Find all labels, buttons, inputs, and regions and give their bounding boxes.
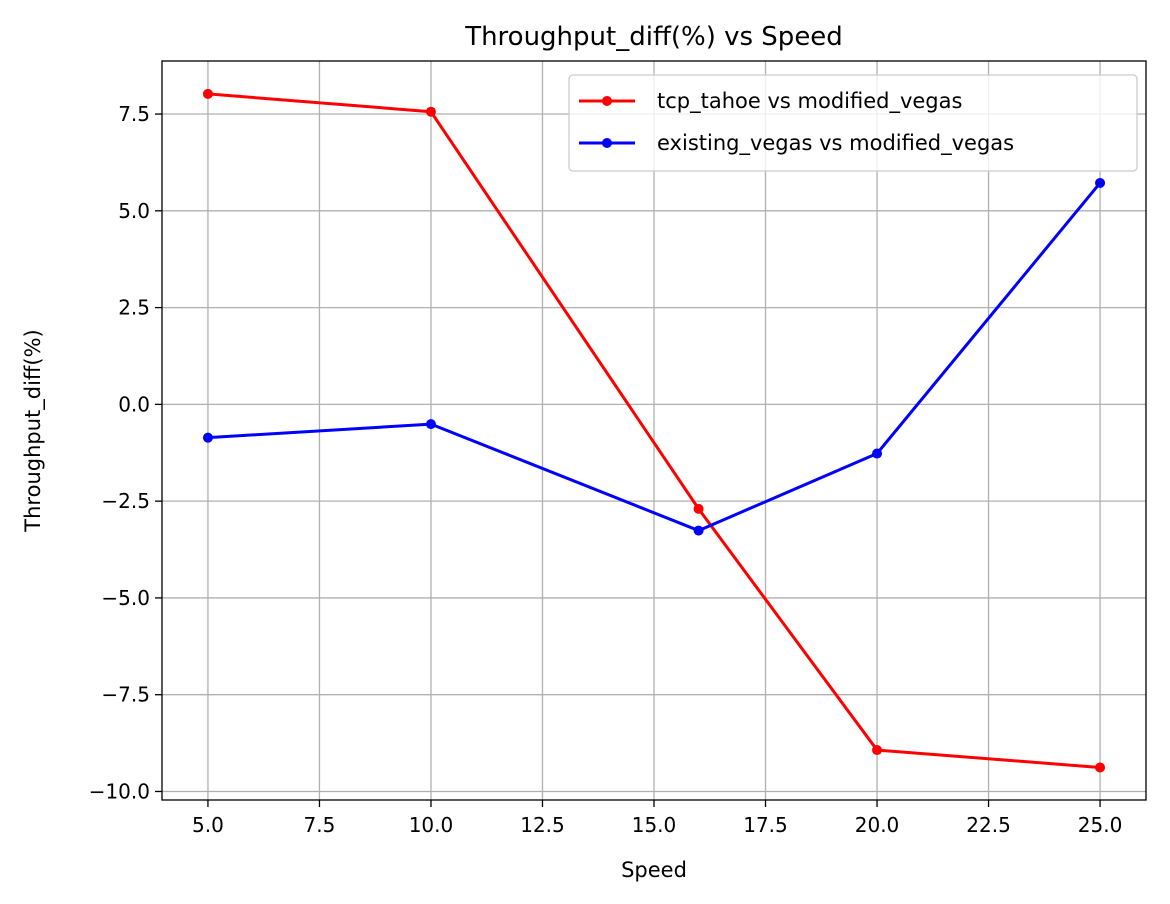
x-tick-label: 7.5 (304, 813, 336, 837)
data-point (1095, 762, 1106, 773)
y-tick-label: −5.0 (101, 586, 150, 610)
y-tick-label: 5.0 (118, 199, 150, 223)
x-tick-label: 12.5 (520, 813, 565, 837)
data-point (202, 432, 213, 443)
data-point (872, 448, 883, 459)
legend-entry: tcp_tahoe vs modified_vegas (579, 89, 962, 114)
y-axis-label: Throughput_diff(%) (21, 329, 46, 532)
y-tick-label: 7.5 (118, 102, 150, 126)
series-1 (202, 88, 1106, 773)
data-point (693, 503, 704, 514)
x-tick-label: 17.5 (743, 813, 788, 837)
legend-box (568, 74, 1138, 172)
chart-title: Throughput_diff(%) vs Speed (464, 22, 843, 52)
legend: tcp_tahoe vs modified_vegas existing_vega… (568, 74, 1138, 172)
legend-marker (602, 138, 612, 148)
data-point (202, 88, 213, 99)
y-tick-label: −7.5 (101, 683, 150, 707)
x-axis-label: Speed (621, 858, 687, 882)
x-tick-label: 5.0 (192, 813, 224, 837)
y-axis-ticks: −10.0 −7.5 −5.0 −2.5 0.0 2.5 5.0 7.5 (89, 102, 162, 803)
x-tick-label: 10.0 (409, 813, 454, 837)
y-tick-label: −10.0 (89, 779, 150, 803)
y-tick-label: 2.5 (118, 296, 150, 320)
x-axis-ticks: 5.0 7.5 10.0 12.5 15.0 17.5 20.0 22.5 25.0 (192, 800, 1122, 837)
y-tick-label: −2.5 (101, 489, 150, 513)
data-point (425, 419, 436, 430)
data-point (425, 106, 436, 117)
x-tick-label: 25.0 (1078, 813, 1123, 837)
x-tick-label: 20.0 (855, 813, 900, 837)
data-point (1095, 177, 1106, 188)
y-tick-label: 0.0 (118, 392, 150, 416)
x-tick-label: 22.5 (966, 813, 1011, 837)
legend-label: existing_vegas vs modified_vegas (657, 131, 1014, 156)
series-layer (202, 88, 1106, 773)
legend-label: tcp_tahoe vs modified_vegas (657, 89, 962, 114)
data-point (872, 745, 883, 756)
series-2 (202, 177, 1106, 536)
legend-marker (602, 96, 612, 106)
data-point (693, 525, 704, 536)
x-tick-label: 15.0 (632, 813, 677, 837)
legend-entry: existing_vegas vs modified_vegas (579, 131, 1014, 156)
